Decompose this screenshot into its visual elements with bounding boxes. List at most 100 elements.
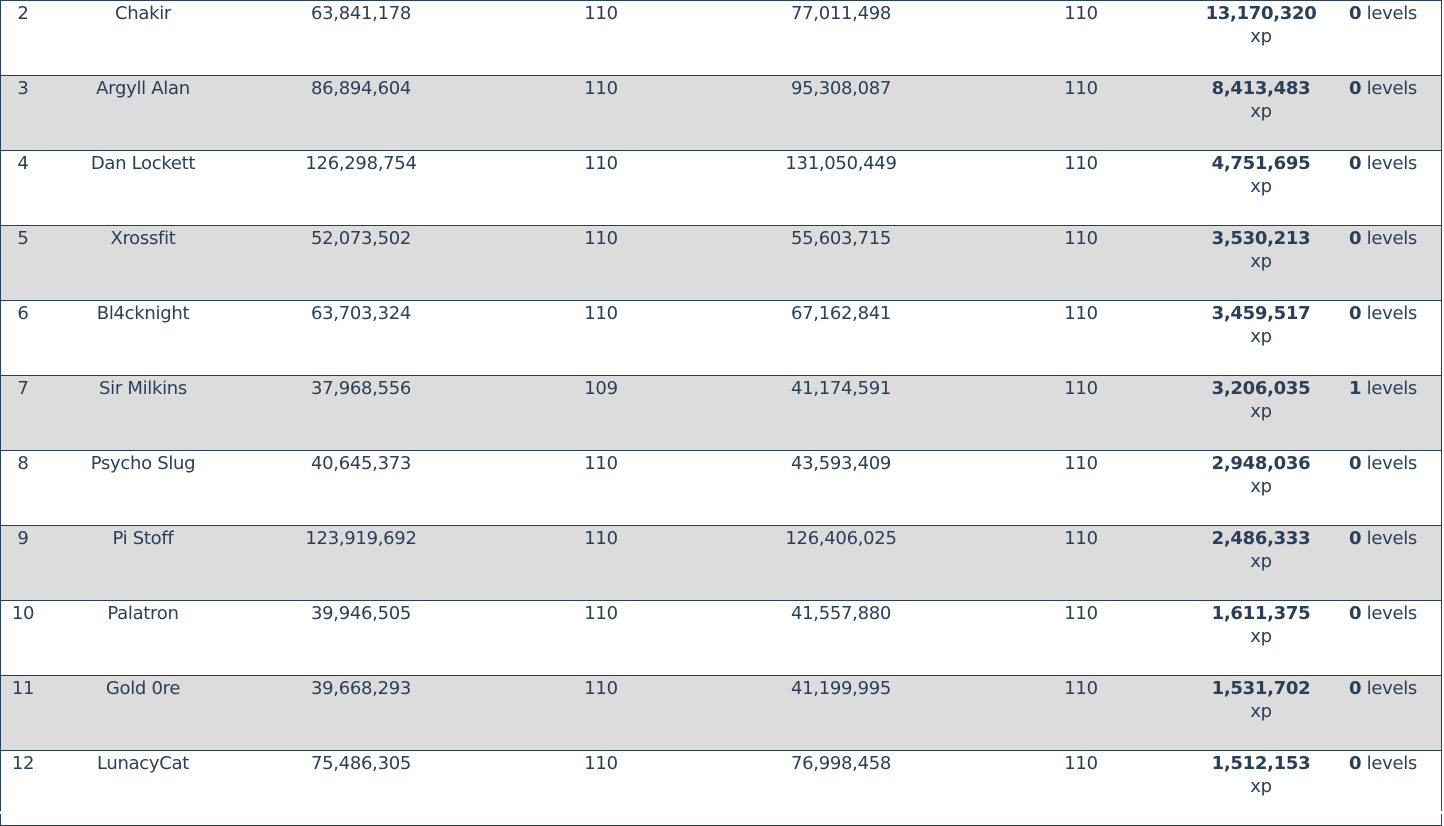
- table-row: 3 Argyll Alan 86,894,604 110 95,308,087 …: [1, 76, 1441, 151]
- value-2-cell: 67,162,841: [790, 303, 892, 324]
- table-row: 12 LunacyCat 75,486,305 110 76,998,458 1…: [1, 751, 1441, 826]
- rank-cell: 5: [17, 228, 29, 249]
- levels-gain-cell: 0 levels: [1331, 2, 1435, 26]
- levels-gain-cell: 0 levels: [1331, 677, 1435, 701]
- table-row: 7 Sir Milkins 37,968,556 109 41,174,591 …: [1, 376, 1441, 451]
- table-row: 8 Psycho Slug 40,645,373 110 43,593,409 …: [1, 451, 1441, 526]
- player-name: Palatron: [107, 603, 179, 624]
- levels-gain-cell: 0 levels: [1331, 527, 1435, 551]
- value-1-cell: 75,486,305: [310, 753, 412, 774]
- levels-gain-cell: 0 levels: [1331, 452, 1435, 476]
- page-bottom-edge: [0, 811, 1444, 814]
- xp-unit: xp: [1250, 176, 1272, 197]
- value-1-cell: 39,946,505: [310, 603, 412, 624]
- rank-cell: 6: [17, 303, 29, 324]
- levels-gain-cell: 0 levels: [1331, 227, 1435, 251]
- xp-gain-cell: 1,512,153 xp: [1201, 752, 1321, 799]
- rank-cell: 12: [11, 753, 35, 774]
- xp-gain-cell: 3,206,035 xp: [1201, 377, 1321, 424]
- rank-cell: 10: [11, 603, 35, 624]
- xp-gain-value: 1,531,702: [1211, 678, 1311, 699]
- xp-gain-cell: 4,751,695 xp: [1201, 152, 1321, 199]
- value-2-cell: 41,174,591: [790, 378, 892, 399]
- value-1-cell: 40,645,373: [310, 453, 412, 474]
- xp-gain-value: 2,948,036: [1211, 453, 1311, 474]
- value-2-cell: 76,998,458: [790, 753, 892, 774]
- player-name: Psycho Slug: [90, 453, 196, 474]
- levels-unit: levels: [1366, 528, 1418, 549]
- levels-gain-value: 0: [1348, 528, 1362, 549]
- levels-unit: levels: [1366, 78, 1418, 99]
- value-1-cell: 37,968,556: [310, 378, 412, 399]
- rank-cell: 11: [11, 678, 35, 699]
- rank-cell: 8: [17, 453, 29, 474]
- xp-gain-cell: 2,486,333 xp: [1201, 527, 1321, 574]
- value-2-cell: 43,593,409: [790, 453, 892, 474]
- levels-unit: levels: [1366, 678, 1418, 699]
- levels-gain-value: 0: [1348, 3, 1362, 24]
- table-row: 5 Xrossfit 52,073,502 110 55,603,715 110…: [1, 226, 1441, 301]
- xp-gain-value: 8,413,483: [1211, 78, 1311, 99]
- level-1-cell: 110: [584, 603, 618, 624]
- level-1-cell: 109: [584, 378, 618, 399]
- xp-gain-cell: 1,531,702 xp: [1201, 677, 1321, 724]
- level-2-cell: 110: [1064, 528, 1098, 549]
- xp-unit: xp: [1250, 701, 1272, 722]
- levels-gain-value: 0: [1348, 603, 1362, 624]
- value-1-cell: 126,298,754: [305, 153, 417, 174]
- levels-gain-cell: 1 levels: [1331, 377, 1435, 401]
- table-row: 2 Chakir 63,841,178 110 77,011,498 110 1…: [1, 1, 1441, 76]
- xp-gain-value: 3,206,035: [1211, 378, 1311, 399]
- level-2-cell: 110: [1064, 153, 1098, 174]
- player-name: Xrossfit: [110, 228, 176, 249]
- levels-unit: levels: [1366, 603, 1418, 624]
- xp-unit: xp: [1250, 626, 1272, 647]
- levels-unit: levels: [1366, 753, 1418, 774]
- level-2-cell: 110: [1064, 603, 1098, 624]
- levels-gain-value: 1: [1348, 378, 1362, 399]
- xp-unit: xp: [1250, 326, 1272, 347]
- value-1-cell: 39,668,293: [310, 678, 412, 699]
- value-1-cell: 52,073,502: [310, 228, 412, 249]
- level-2-cell: 110: [1064, 378, 1098, 399]
- value-2-cell: 41,199,995: [790, 678, 892, 699]
- levels-gain-value: 0: [1348, 453, 1362, 474]
- rank-cell: 9: [17, 528, 29, 549]
- levels-gain-value: 0: [1348, 78, 1362, 99]
- xp-unit: xp: [1250, 776, 1272, 797]
- xp-unit: xp: [1250, 101, 1272, 122]
- levels-gain-value: 0: [1348, 678, 1362, 699]
- xp-gain-value: 13,170,320: [1205, 3, 1317, 24]
- levels-unit: levels: [1366, 153, 1418, 174]
- level-2-cell: 110: [1064, 453, 1098, 474]
- level-1-cell: 110: [584, 678, 618, 699]
- xp-gain-value: 3,459,517: [1211, 303, 1311, 324]
- xp-gain-cell: 3,459,517 xp: [1201, 302, 1321, 349]
- value-2-cell: 41,557,880: [790, 603, 892, 624]
- rank-cell: 2: [17, 3, 29, 24]
- value-2-cell: 77,011,498: [790, 3, 892, 24]
- xp-gain-value: 4,751,695: [1211, 153, 1311, 174]
- table-row: 6 Bl4cknight 63,703,324 110 67,162,841 1…: [1, 301, 1441, 376]
- value-2-cell: 95,308,087: [790, 78, 892, 99]
- xp-gain-value: 1,512,153: [1211, 753, 1311, 774]
- level-1-cell: 110: [584, 3, 618, 24]
- xp-gain-value: 3,530,213: [1211, 228, 1311, 249]
- table-row: 11 Gold 0re 39,668,293 110 41,199,995 11…: [1, 676, 1441, 751]
- levels-gain-cell: 0 levels: [1331, 152, 1435, 176]
- player-name: Sir Milkins: [99, 378, 187, 399]
- player-name: Dan Lockett: [90, 153, 196, 174]
- levels-gain-cell: 0 levels: [1331, 752, 1435, 776]
- xp-gain-value: 1,611,375: [1211, 603, 1311, 624]
- value-2-cell: 55,603,715: [790, 228, 892, 249]
- levels-gain-value: 0: [1348, 153, 1362, 174]
- rank-cell: 7: [17, 378, 29, 399]
- value-1-cell: 123,919,692: [305, 528, 417, 549]
- xp-gain-cell: 3,530,213 xp: [1201, 227, 1321, 274]
- xp-unit: xp: [1250, 551, 1272, 572]
- levels-unit: levels: [1366, 303, 1418, 324]
- value-1-cell: 86,894,604: [310, 78, 412, 99]
- level-1-cell: 110: [584, 453, 618, 474]
- levels-gain-cell: 0 levels: [1331, 302, 1435, 326]
